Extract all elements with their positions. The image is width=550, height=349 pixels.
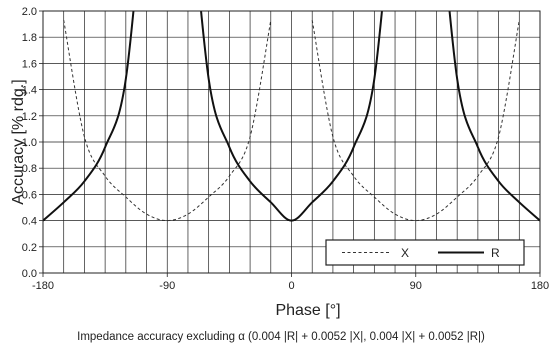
y-tick-label: 0.8 — [22, 163, 37, 175]
series-group — [43, 11, 540, 222]
y-tick-label: 0.4 — [22, 216, 37, 228]
y-tick-label: 0.2 — [22, 242, 37, 254]
x-tick-label: 0 — [288, 280, 294, 292]
x-tick-labels: -180 -90 0 90 180 — [32, 273, 549, 292]
plot-frame — [42, 10, 541, 274]
x-tick-label: 90 — [410, 280, 422, 292]
y-tick-label: 1.8 — [22, 32, 37, 44]
series-line-r — [448, 11, 540, 222]
plot-area — [43, 11, 540, 222]
grid — [42, 10, 541, 274]
series-line-r — [199, 11, 384, 222]
y-tick-label: 0.6 — [22, 189, 37, 201]
y-tick-label: 1.6 — [22, 58, 37, 70]
legend-label-x: X — [401, 246, 409, 260]
y-tick-label: 0.0 — [22, 268, 37, 280]
legend: X R — [325, 239, 525, 266]
legend-label-r: R — [491, 246, 500, 260]
x-tick-label: -90 — [159, 280, 175, 292]
y-tick-label: 1.2 — [22, 111, 37, 123]
chart-caption: Impedance accuracy excluding α (0.004 |R… — [77, 331, 485, 343]
series-line-r — [43, 11, 135, 222]
y-tick-label: 2.0 — [22, 6, 37, 18]
series-line-x — [311, 20, 520, 222]
y-axis-title: Accuracy [% rdg.] — [10, 79, 27, 204]
y-tick-labels: 0.0 0.2 0.4 0.6 0.8 1.0 1.2 1.4 1.6 1.8 2.0 — [22, 6, 43, 280]
x-axis-title: Phase [°] — [275, 302, 340, 319]
y-tick-label: 1.4 — [22, 85, 37, 97]
x-tick-label: 180 — [531, 280, 549, 292]
series-line-x — [63, 20, 272, 222]
x-tick-label: -180 — [32, 280, 54, 292]
y-tick-label: 1.0 — [22, 137, 37, 149]
